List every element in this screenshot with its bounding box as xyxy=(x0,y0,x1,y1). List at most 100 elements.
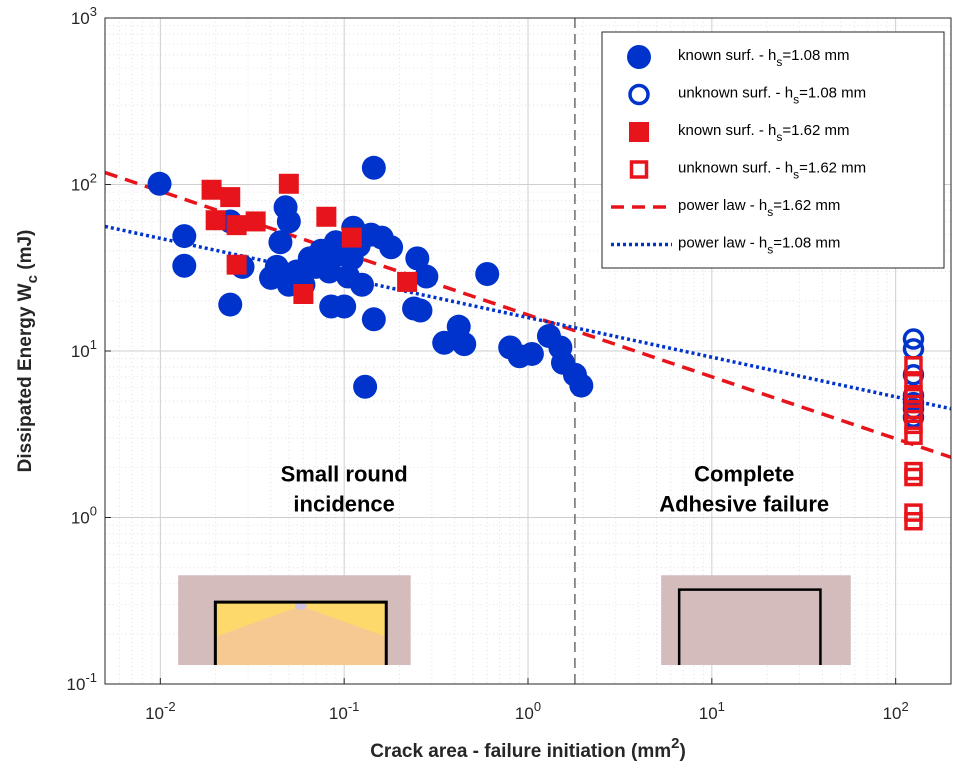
x-title-main: Crack area - failure initiation (mm xyxy=(370,741,671,762)
legend-label: unknown surf. - hs=1.62 mm xyxy=(678,160,866,182)
legend-label-post: =1.62 mm xyxy=(799,160,866,177)
legend-label-pre: known surf. - h xyxy=(678,47,776,64)
data-point xyxy=(218,292,243,317)
legend-label: power law - hs=1.62 mm xyxy=(678,197,840,219)
annotation-line: Complete xyxy=(694,461,794,486)
legend-marker xyxy=(628,83,650,106)
data-point xyxy=(904,511,923,531)
data-point xyxy=(220,187,241,208)
y-tick-label: 103 xyxy=(71,4,97,28)
tick-exponent: -1 xyxy=(348,699,360,714)
data-point xyxy=(904,404,923,423)
data-point xyxy=(268,230,293,255)
legend-label-post: =1.08 mm xyxy=(782,47,849,64)
data-point xyxy=(904,394,923,414)
data-point xyxy=(361,307,386,332)
data-point xyxy=(452,332,477,357)
data-point xyxy=(904,467,923,487)
legend-label-post: =1.08 mm xyxy=(799,85,866,102)
tick-base: 10 xyxy=(71,509,90,528)
y-axis-title: Dissipated Energy Wc (mJ) xyxy=(15,230,41,473)
tick-base: 10 xyxy=(145,704,164,723)
tick-exponent: -2 xyxy=(164,699,176,714)
inset-outline xyxy=(213,600,388,666)
data-point xyxy=(904,372,923,392)
x-title-sup: 2 xyxy=(671,735,679,752)
legend-label: unknown surf. - hs=1.08 mm xyxy=(678,85,866,107)
x-tick-label: 101 xyxy=(699,699,725,723)
adhesive-failure-inset xyxy=(661,575,851,666)
legend-marker xyxy=(629,122,649,142)
tick-base: 10 xyxy=(883,704,902,723)
x-tick-label: 100 xyxy=(515,699,541,723)
data-point xyxy=(245,211,266,232)
inset-outline xyxy=(677,588,822,666)
tick-base: 10 xyxy=(71,342,90,361)
data-point xyxy=(172,224,197,249)
y-tick-label: 102 xyxy=(71,171,97,195)
data-point xyxy=(293,283,314,304)
data-point xyxy=(414,264,439,289)
data-point xyxy=(317,259,342,284)
legend-box xyxy=(601,31,945,269)
legend-label-sub: s xyxy=(793,168,799,182)
tick-base: 10 xyxy=(71,9,90,28)
legend-label: known surf. - hs=1.62 mm xyxy=(678,122,850,144)
data-point xyxy=(226,254,247,275)
legend-label: known surf. - hs=1.08 mm xyxy=(678,47,850,69)
y-tick-label: 10-1 xyxy=(67,670,97,694)
annotation-text: Small round incidence xyxy=(281,461,408,516)
small-round-inset xyxy=(178,575,411,666)
legend-label-post: =1.62 mm xyxy=(782,122,849,139)
data-point xyxy=(341,227,362,248)
data-point xyxy=(379,235,404,260)
data-point xyxy=(904,356,923,375)
legend-marker xyxy=(627,45,651,69)
x-axis-ticks: 10-2 10-1 100 101 102 xyxy=(145,678,909,723)
tick-exponent: 1 xyxy=(718,699,725,714)
tick-base: 10 xyxy=(515,704,534,723)
data-point xyxy=(432,330,457,355)
x-tick-label: 102 xyxy=(883,699,909,723)
data-point xyxy=(349,272,374,297)
legend-label-post: =1.08 mm xyxy=(773,235,840,252)
data-point xyxy=(519,341,544,366)
legend-label-sub: s xyxy=(767,205,773,219)
data-point xyxy=(904,426,923,445)
legend-label-sub: s xyxy=(793,93,799,107)
data-point xyxy=(569,373,594,398)
data-point xyxy=(475,262,500,287)
data-point xyxy=(405,246,430,271)
data-point xyxy=(147,171,172,196)
data-point xyxy=(904,384,923,404)
data-point xyxy=(276,209,301,234)
annotation-text: Complete Adhesive failure xyxy=(659,461,829,516)
legend-label-pre: power law - h xyxy=(678,197,767,214)
tick-exponent: 2 xyxy=(90,171,97,186)
legend-marker xyxy=(629,160,649,179)
data-point xyxy=(397,271,418,292)
tick-base: 10 xyxy=(71,176,90,195)
legend-label-sub: s xyxy=(767,243,773,257)
y-tick-label: 101 xyxy=(71,337,97,361)
x-tick-label: 10-2 xyxy=(145,699,175,723)
tick-exponent: 3 xyxy=(90,4,97,19)
x-axis-title: Crack area - failure initiation (mm2) xyxy=(370,735,686,762)
data-point xyxy=(201,179,222,200)
y-title-sub: c xyxy=(24,275,41,283)
tick-base: 10 xyxy=(329,704,348,723)
annotation-line: Adhesive failure xyxy=(659,491,829,516)
tick-exponent: 0 xyxy=(90,504,97,519)
data-point xyxy=(408,298,433,323)
data-point xyxy=(316,206,337,227)
data-point xyxy=(361,155,386,180)
insets xyxy=(178,575,851,666)
tick-base: 10 xyxy=(67,675,86,694)
data-point xyxy=(353,374,378,399)
data-point xyxy=(205,210,226,231)
legend-label-pre: unknown surf. - h xyxy=(678,160,793,177)
legend-label-pre: known surf. - h xyxy=(678,122,776,139)
legend-label-sub: s xyxy=(776,55,782,69)
